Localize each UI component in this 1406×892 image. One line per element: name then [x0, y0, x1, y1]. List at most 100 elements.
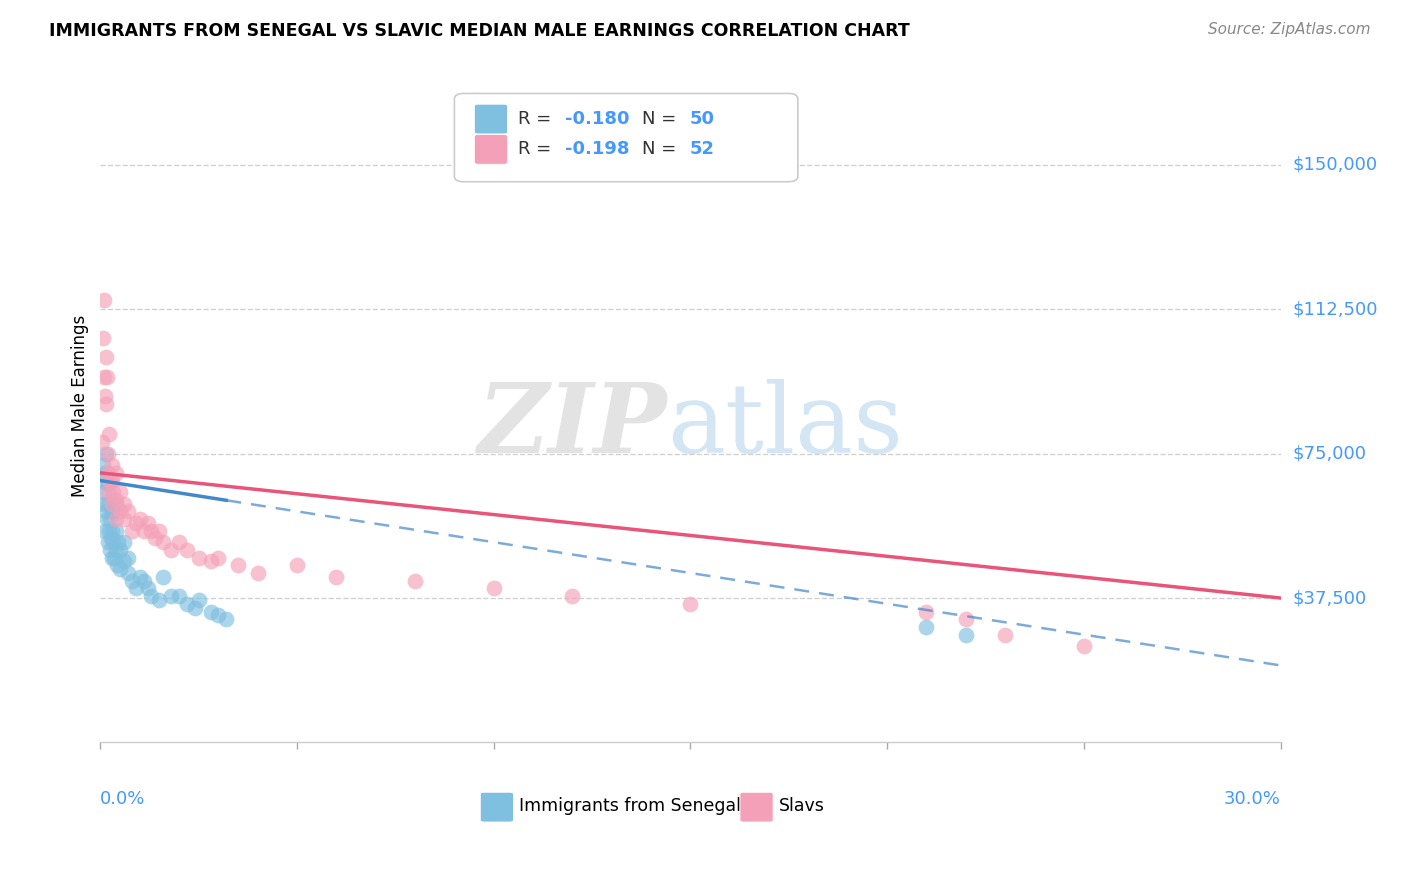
Point: [141, 524, 163, 538]
Point: [187, 550, 209, 565]
Point: [94, 466, 117, 480]
Point: [325, 570, 347, 584]
Point: [200, 554, 222, 568]
Point: [121, 574, 143, 588]
Point: [96, 369, 118, 384]
Point: [121, 524, 143, 538]
Point: [128, 570, 150, 584]
Point: [96, 396, 118, 410]
Point: [101, 458, 124, 472]
Point: [404, 574, 426, 588]
Text: atlas: atlas: [666, 379, 903, 473]
Point: [482, 582, 505, 596]
Text: 52: 52: [689, 140, 714, 159]
Point: [136, 516, 159, 530]
Point: [98, 542, 121, 557]
Point: [108, 542, 131, 557]
Point: [96, 351, 118, 365]
Point: [915, 620, 938, 634]
Text: Source: ZipAtlas.com: Source: ZipAtlas.com: [1208, 22, 1371, 37]
Text: N =: N =: [643, 140, 682, 159]
Point: [93, 331, 115, 345]
Point: [96, 512, 118, 526]
Point: [207, 608, 229, 623]
Point: [93, 369, 115, 384]
Point: [955, 612, 977, 626]
Point: [176, 597, 198, 611]
Point: [98, 427, 121, 442]
Point: [91, 435, 114, 450]
Point: [93, 485, 115, 500]
Point: [112, 512, 135, 526]
Text: $37,500: $37,500: [1292, 589, 1367, 607]
Text: N =: N =: [643, 110, 682, 128]
Point: [105, 466, 128, 480]
Point: [160, 589, 183, 603]
Text: $150,000: $150,000: [1292, 156, 1378, 174]
Point: [91, 474, 114, 488]
Point: [101, 485, 124, 500]
Point: [98, 512, 121, 526]
Point: [994, 627, 1017, 641]
Point: [128, 512, 150, 526]
Text: IMMIGRANTS FROM SENEGAL VS SLAVIC MEDIAN MALE EARNINGS CORRELATION CHART: IMMIGRANTS FROM SENEGAL VS SLAVIC MEDIAN…: [49, 22, 910, 40]
Point: [207, 550, 229, 565]
Point: [148, 524, 170, 538]
Point: [97, 447, 120, 461]
Text: $112,500: $112,500: [1292, 301, 1378, 318]
Point: [117, 550, 139, 565]
Point: [101, 497, 124, 511]
Point: [94, 389, 117, 403]
Text: -0.180: -0.180: [565, 110, 630, 128]
Point: [97, 535, 120, 549]
Point: [285, 558, 308, 573]
Point: [226, 558, 249, 573]
FancyBboxPatch shape: [740, 792, 773, 822]
Point: [246, 566, 269, 580]
Point: [97, 485, 120, 500]
Point: [100, 532, 122, 546]
Point: [108, 562, 131, 576]
Point: [145, 532, 167, 546]
Point: [125, 582, 148, 596]
Point: [955, 627, 977, 641]
Point: [105, 524, 128, 538]
Point: [148, 593, 170, 607]
Text: Immigrants from Senegal: Immigrants from Senegal: [519, 797, 741, 815]
FancyBboxPatch shape: [474, 104, 508, 134]
Text: -0.198: -0.198: [565, 140, 630, 159]
Point: [117, 566, 139, 580]
Point: [132, 524, 155, 538]
Point: [108, 504, 131, 518]
Text: Slavs: Slavs: [779, 797, 825, 815]
Point: [97, 466, 120, 480]
Point: [117, 504, 139, 518]
FancyBboxPatch shape: [481, 792, 513, 822]
Point: [93, 497, 115, 511]
Point: [101, 504, 124, 518]
Point: [101, 524, 124, 538]
Point: [103, 550, 125, 565]
Point: [200, 605, 222, 619]
Point: [141, 589, 163, 603]
Text: ZIP: ZIP: [477, 379, 666, 473]
Text: 30.0%: 30.0%: [1223, 789, 1281, 807]
Point: [94, 524, 117, 538]
Point: [112, 554, 135, 568]
Point: [136, 582, 159, 596]
FancyBboxPatch shape: [454, 94, 797, 182]
Point: [96, 504, 118, 518]
Point: [187, 593, 209, 607]
Point: [108, 485, 131, 500]
Point: [125, 516, 148, 530]
Point: [152, 535, 174, 549]
Point: [105, 558, 128, 573]
Point: [97, 477, 120, 491]
Text: 50: 50: [689, 110, 714, 128]
Point: [1073, 639, 1095, 653]
Point: [98, 474, 121, 488]
Point: [112, 497, 135, 511]
Point: [101, 535, 124, 549]
Point: [105, 497, 128, 511]
Point: [160, 542, 183, 557]
